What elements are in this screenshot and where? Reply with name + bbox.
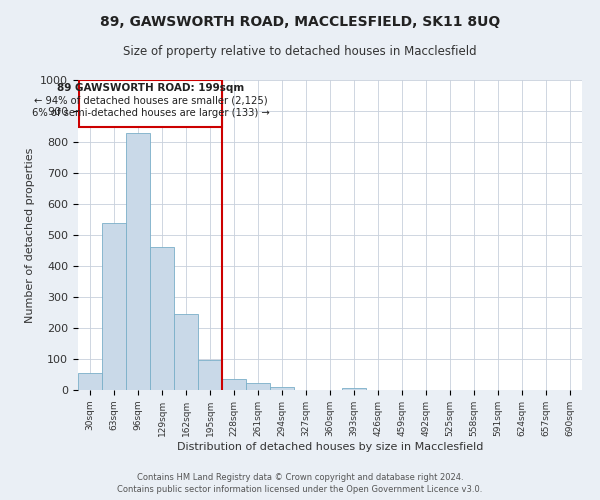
Bar [102,222,126,390]
Bar [270,387,294,390]
Text: 6% of semi-detached houses are larger (133) →: 6% of semi-detached houses are larger (1… [32,108,269,118]
Bar [79,80,222,127]
Bar [174,314,198,390]
Bar [78,373,102,390]
Text: ← 94% of detached houses are smaller (2,125): ← 94% of detached houses are smaller (2,… [34,95,268,105]
Text: Size of property relative to detached houses in Macclesfield: Size of property relative to detached ho… [123,45,477,58]
Text: 89, GAWSWORTH ROAD, MACCLESFIELD, SK11 8UQ: 89, GAWSWORTH ROAD, MACCLESFIELD, SK11 8… [100,15,500,29]
Bar [342,388,366,390]
Bar [222,378,246,390]
Text: Contains public sector information licensed under the Open Government Licence v3: Contains public sector information licen… [118,485,482,494]
X-axis label: Distribution of detached houses by size in Macclesfield: Distribution of detached houses by size … [177,442,483,452]
Bar [126,132,150,390]
Bar [198,360,222,390]
Text: Contains HM Land Registry data © Crown copyright and database right 2024.: Contains HM Land Registry data © Crown c… [137,474,463,482]
Y-axis label: Number of detached properties: Number of detached properties [25,148,35,322]
Bar [246,383,270,390]
Bar [150,248,174,390]
Text: 89 GAWSWORTH ROAD: 199sqm: 89 GAWSWORTH ROAD: 199sqm [57,82,244,93]
